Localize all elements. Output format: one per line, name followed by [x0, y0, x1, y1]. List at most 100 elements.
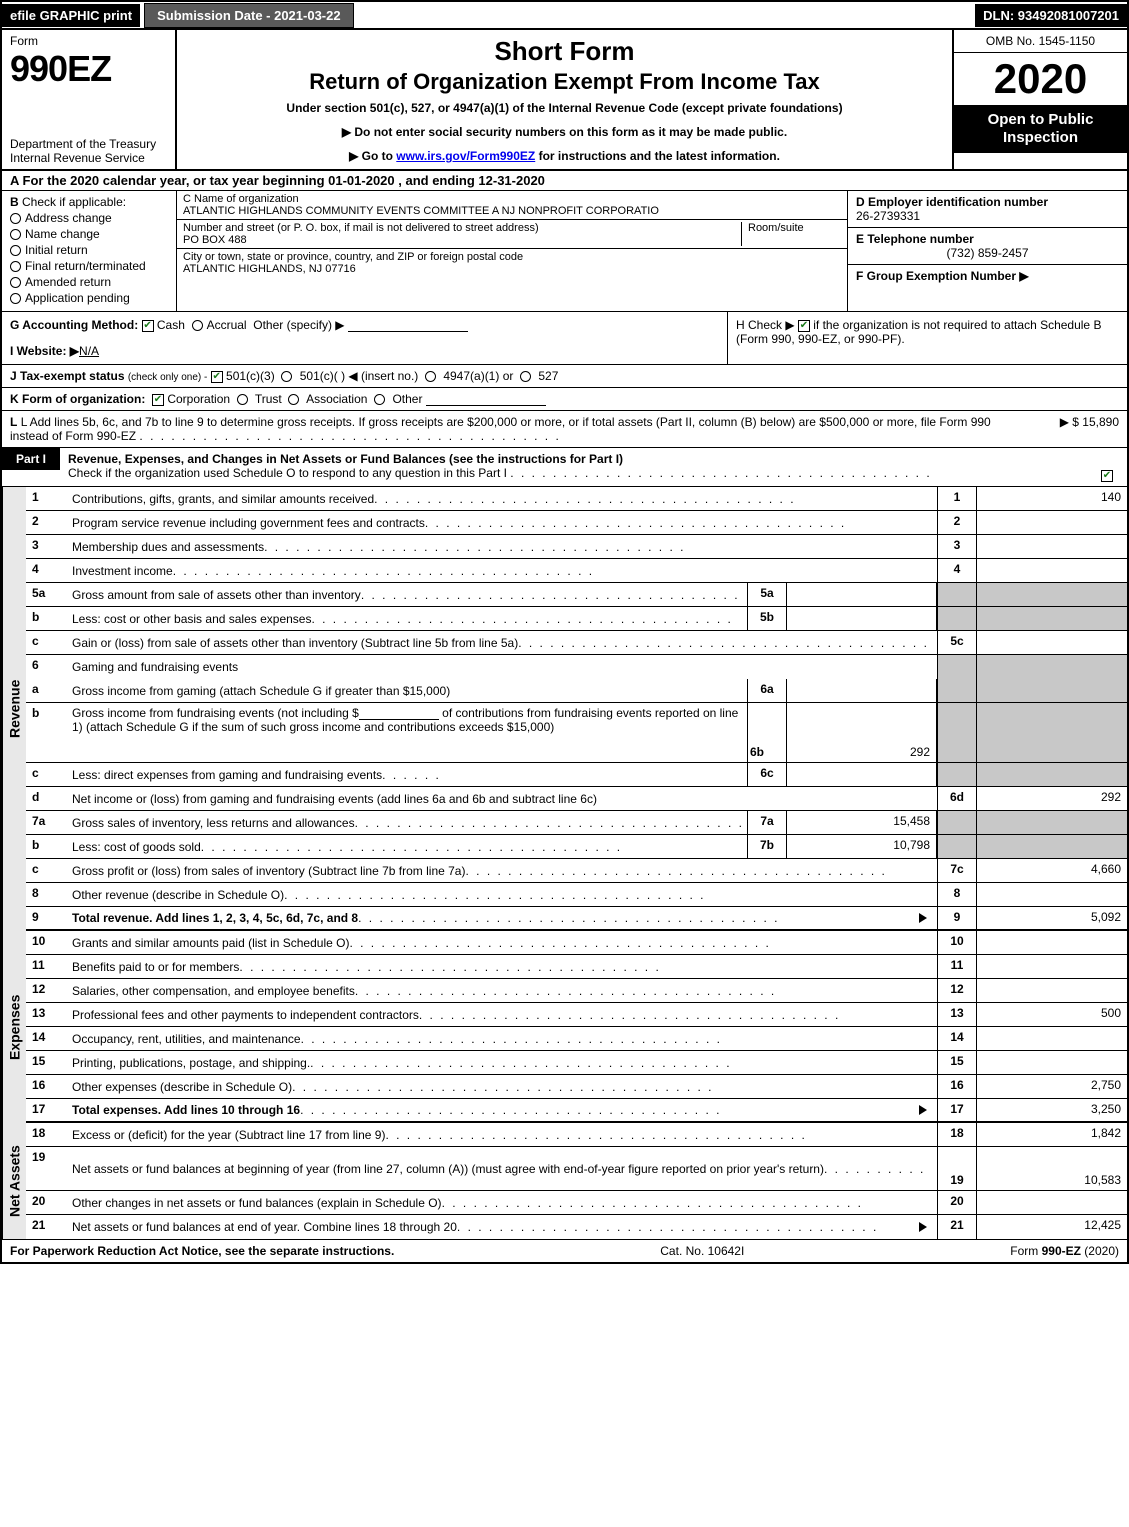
- ln-desc: Total revenue. Add lines 1, 2, 3, 4, 5c,…: [72, 911, 358, 925]
- k-assoc-checkbox[interactable]: [288, 394, 299, 405]
- other-specify-field[interactable]: [348, 318, 468, 332]
- ln-num: 1: [26, 487, 66, 510]
- ln-desc: Gaming and fundraising events: [72, 660, 238, 674]
- accrual-checkbox[interactable]: [192, 320, 203, 331]
- arrow-icon: [919, 1105, 927, 1115]
- ln-rn: 9: [937, 907, 977, 929]
- ln-sn: 6c: [747, 763, 787, 786]
- j-4947-checkbox[interactable]: [425, 371, 436, 382]
- ln-num: c: [26, 763, 66, 786]
- j-501c-checkbox[interactable]: [281, 371, 292, 382]
- check-initial-return[interactable]: Initial return: [10, 243, 168, 257]
- section-f: F Group Exemption Number ▶: [848, 265, 1127, 311]
- ln-num: b: [26, 835, 66, 858]
- line-19: 19 Net assets or fund balances at beginn…: [26, 1147, 1127, 1191]
- line-11: 11 Benefits paid to or for members 11: [26, 955, 1127, 979]
- ln-num: 9: [26, 907, 66, 929]
- h-text3: (Form 990, 990-EZ, or 990-PF).: [736, 332, 905, 346]
- org-name-row: C Name of organization ATLANTIC HIGHLAND…: [177, 191, 847, 220]
- ln-num: 4: [26, 559, 66, 582]
- check-amended-return[interactable]: Amended return: [10, 275, 168, 289]
- ln-desc: Net assets or fund balances at end of ye…: [72, 1220, 457, 1234]
- ln-desc: Excess or (deficit) for the year (Subtra…: [72, 1128, 385, 1142]
- footer-center: Cat. No. 10642I: [660, 1244, 744, 1258]
- cash-checkbox[interactable]: [142, 320, 154, 332]
- line-12: 12 Salaries, other compensation, and emp…: [26, 979, 1127, 1003]
- check-label: Name change: [25, 227, 100, 241]
- ln-rn: 8: [937, 883, 977, 906]
- ln-rv-shade: [977, 583, 1127, 606]
- ln-sn: 7b: [747, 835, 787, 858]
- j-opt2: 501(c)( ) ◀ (insert no.): [300, 369, 419, 383]
- k-other-field[interactable]: [426, 392, 546, 406]
- ln-desc: Salaries, other compensation, and employ…: [72, 984, 355, 998]
- ln-num: 17: [26, 1099, 66, 1121]
- under-section-text: Under section 501(c), 527, or 4947(a)(1)…: [185, 101, 944, 115]
- ln-rn: 18: [937, 1123, 977, 1146]
- line-8: 8 Other revenue (describe in Schedule O)…: [26, 883, 1127, 907]
- city-row: City or town, state or province, country…: [177, 249, 847, 277]
- j-527-checkbox[interactable]: [520, 371, 531, 382]
- line-2: 2 Program service revenue including gove…: [26, 511, 1127, 535]
- line-7a: 7a Gross sales of inventory, less return…: [26, 811, 1127, 835]
- section-j: J Tax-exempt status (check only one) - 5…: [2, 365, 1127, 388]
- part-i-schedule-o-checkbox[interactable]: [1101, 470, 1113, 482]
- city-value: ATLANTIC HIGHLANDS, NJ 07716: [183, 263, 841, 275]
- ln-desc: Other expenses (describe in Schedule O): [72, 1080, 292, 1094]
- omb-number: OMB No. 1545-1150: [954, 30, 1127, 53]
- j-501c3-checkbox[interactable]: [211, 371, 223, 383]
- section-b: B Check if applicable: Address change Na…: [2, 191, 177, 311]
- ln-desc: Other changes in net assets or fund bala…: [72, 1196, 442, 1210]
- k-corp-checkbox[interactable]: [152, 394, 164, 406]
- goto-notice: ▶ Go to www.irs.gov/Form990EZ for instru…: [185, 149, 944, 163]
- other-label: Other (specify) ▶: [253, 318, 344, 332]
- h-text2: if the organization is not required to a…: [813, 318, 1101, 332]
- ln-desc: Printing, publications, postage, and shi…: [72, 1056, 310, 1070]
- ln-desc: Professional fees and other payments to …: [72, 1008, 419, 1022]
- k-trust-checkbox[interactable]: [237, 394, 248, 405]
- ln-rv: [977, 559, 1127, 582]
- h-checkbox[interactable]: [798, 320, 810, 332]
- check-application-pending[interactable]: Application pending: [10, 291, 168, 305]
- 6b-contrib-field[interactable]: [359, 706, 439, 720]
- goto-post: for instructions and the latest informat…: [535, 149, 780, 163]
- check-label: Final return/terminated: [25, 259, 146, 273]
- ln-desc: Contributions, gifts, grants, and simila…: [72, 492, 374, 506]
- expenses-section: Expenses 10 Grants and similar amounts p…: [2, 931, 1127, 1123]
- line-6a: a Gross income from gaming (attach Sched…: [26, 679, 1127, 703]
- line-1: 1 Contributions, gifts, grants, and simi…: [26, 487, 1127, 511]
- line-5a: 5a Gross amount from sale of assets othe…: [26, 583, 1127, 607]
- ln-rn: 3: [937, 535, 977, 558]
- form-label: Form: [10, 34, 167, 48]
- k-other-checkbox[interactable]: [374, 394, 385, 405]
- city-label: City or town, state or province, country…: [183, 251, 841, 263]
- ln-desc: Less: cost of goods sold: [72, 840, 201, 854]
- check-name-change[interactable]: Name change: [10, 227, 168, 241]
- ln-rv: 140: [977, 487, 1127, 510]
- footer-right: 990-EZ: [1042, 1244, 1081, 1258]
- ln-desc: Occupancy, rent, utilities, and maintena…: [72, 1032, 301, 1046]
- submission-date: Submission Date - 2021-03-22: [144, 3, 354, 28]
- line-14: 14 Occupancy, rent, utilities, and maint…: [26, 1027, 1127, 1051]
- ln-rn-shade: [937, 679, 977, 702]
- header-block: Form 990EZ Department of the Treasury In…: [2, 30, 1127, 171]
- line-21: 21 Net assets or fund balances at end of…: [26, 1215, 1127, 1239]
- ln-rn-shade: [937, 655, 977, 679]
- ln-num: 19: [26, 1147, 66, 1190]
- ln-desc: Benefits paid to or for members: [72, 960, 239, 974]
- i-label: I Website: ▶: [10, 344, 79, 358]
- ln-rv-shade: [977, 835, 1127, 858]
- ln-num: b: [26, 607, 66, 630]
- ln-rn: 10: [937, 931, 977, 954]
- ln-sv: 292: [787, 703, 937, 762]
- open-to-public: Open to Public Inspection: [954, 105, 1127, 153]
- irs-link[interactable]: www.irs.gov/Form990EZ: [396, 149, 535, 163]
- check-final-return[interactable]: Final return/terminated: [10, 259, 168, 273]
- j-label: J Tax-exempt status: [10, 369, 125, 383]
- line-3: 3 Membership dues and assessments 3: [26, 535, 1127, 559]
- line-20: 20 Other changes in net assets or fund b…: [26, 1191, 1127, 1215]
- ln-num: 21: [26, 1215, 66, 1239]
- check-address-change[interactable]: Address change: [10, 211, 168, 225]
- line-6b: b Gross income from fundraising events (…: [26, 703, 1127, 763]
- ln-rn: 1: [937, 487, 977, 510]
